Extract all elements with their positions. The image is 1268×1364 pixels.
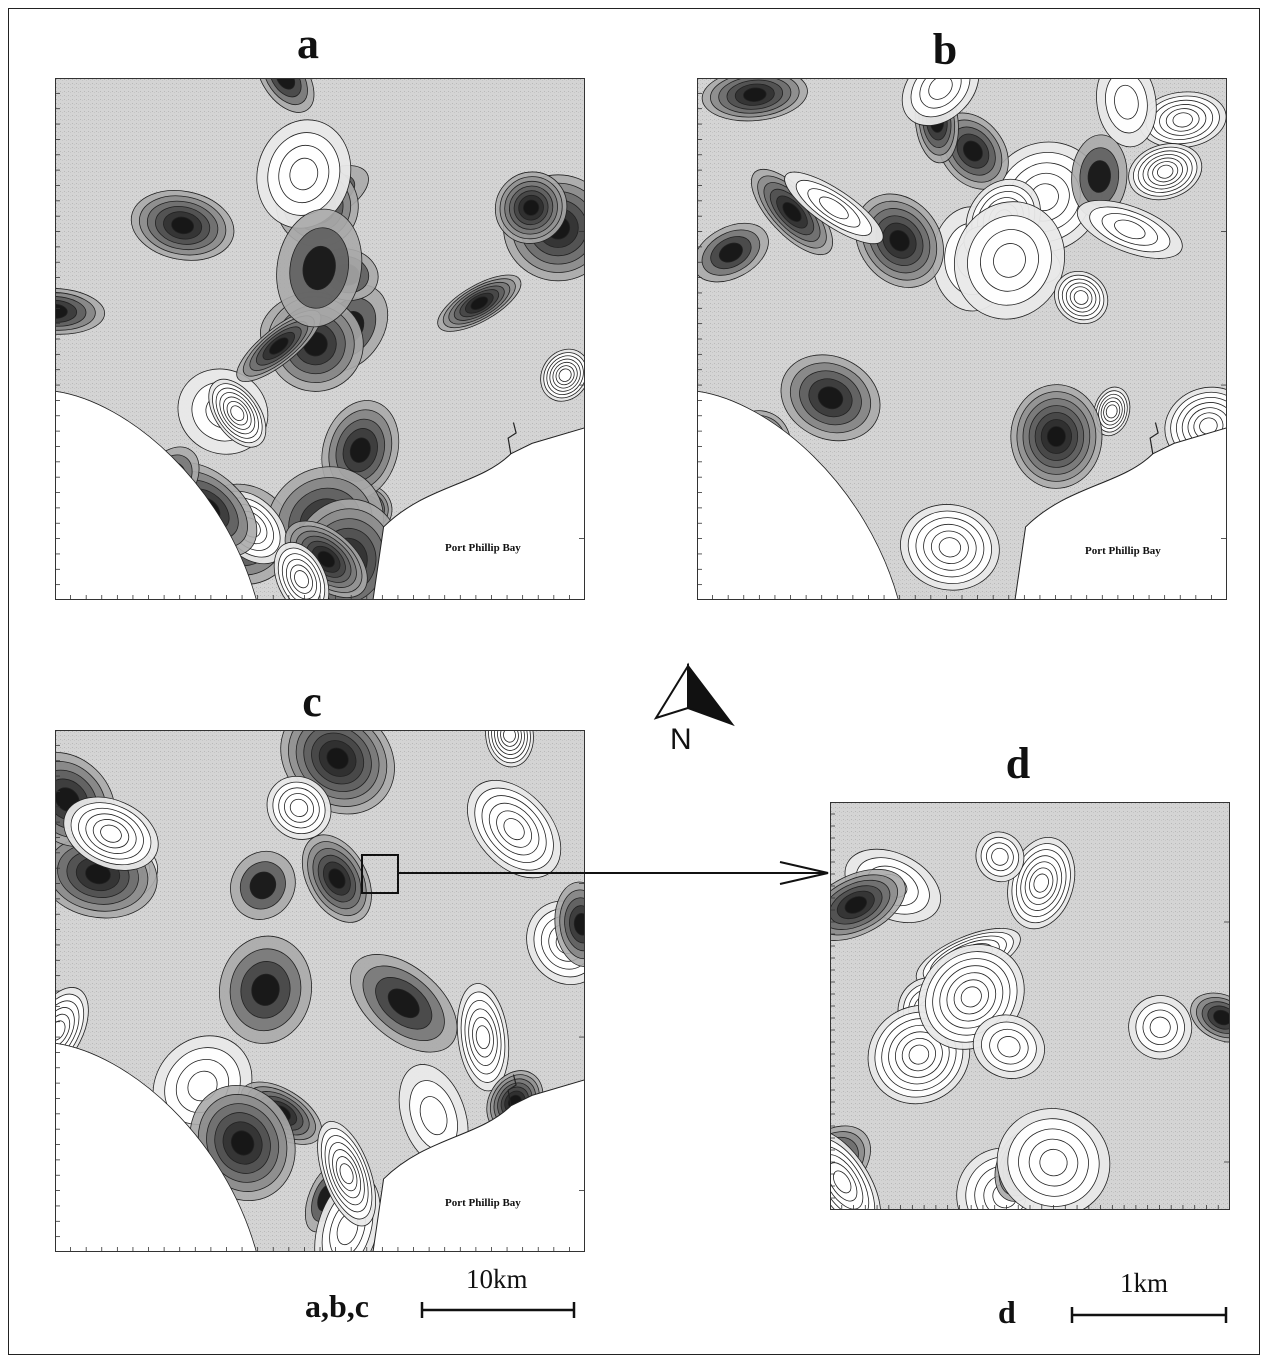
light-contour-cluster	[1128, 143, 1203, 201]
panel-b-label: b	[932, 25, 958, 74]
light-contour-cluster	[1076, 199, 1183, 259]
contour-map-d	[830, 802, 1230, 1210]
light-contour-cluster	[208, 378, 267, 448]
dark-contour-cluster	[130, 190, 235, 261]
river-mouth	[507, 1074, 517, 1106]
light-contour-cluster	[1138, 91, 1227, 149]
dark-contour-cluster	[1010, 384, 1103, 489]
light-contour-cluster	[901, 78, 980, 126]
dark-contour-cluster	[218, 935, 313, 1044]
port-phillip-bay-label-c: Port Phillip Bay	[445, 1197, 521, 1209]
bay-area	[372, 1079, 585, 1252]
panel-d-label: d	[1005, 739, 1031, 788]
light-contour-cluster	[256, 119, 352, 229]
dark-contour-cluster	[494, 171, 568, 244]
light-contour-cluster	[972, 1014, 1045, 1079]
sea-area	[55, 390, 257, 600]
river-mouth	[507, 422, 517, 454]
dark-contour-cluster	[236, 310, 322, 382]
north-arrow-right-half	[687, 663, 735, 727]
dark-contour-cluster	[1071, 134, 1128, 219]
light-contour-cluster	[1096, 78, 1157, 148]
scale-bar-10km	[420, 1302, 576, 1318]
light-contour-cluster	[830, 1129, 882, 1210]
dark-contour-cluster	[301, 834, 372, 923]
scale-distance-1km: 1km	[1120, 1268, 1169, 1298]
light-contour-cluster	[953, 201, 1066, 320]
light-contour-cluster	[784, 171, 884, 245]
map-frame-ticks	[697, 78, 1227, 600]
bay-area	[372, 427, 585, 600]
scale-bar-1km	[1070, 1307, 1228, 1323]
contour-map-b: Port Phillip Bay	[697, 78, 1227, 600]
light-contour-cluster	[1128, 995, 1193, 1060]
light-contour-cluster	[1093, 386, 1131, 437]
light-contour-cluster	[1007, 836, 1076, 930]
dark-contour-cluster	[276, 208, 363, 328]
dark-contour-cluster	[437, 274, 522, 332]
scale-distance-10km: 10km	[466, 1264, 528, 1294]
light-contour-cluster	[975, 831, 1025, 883]
light-contour-cluster	[63, 796, 159, 871]
dark-contour-cluster	[855, 193, 944, 288]
panel-a-label: a	[297, 19, 319, 68]
river-mouth	[1149, 422, 1159, 454]
contour-map-c: Port Phillip Bay	[55, 730, 585, 1252]
light-contour-cluster	[540, 348, 585, 402]
light-contour-cluster	[456, 983, 510, 1092]
map-frame-ticks	[55, 78, 585, 600]
sea-area	[697, 390, 899, 600]
light-contour-cluster	[996, 1108, 1111, 1210]
dark-contour-cluster	[750, 168, 834, 256]
dark-contour-cluster	[349, 954, 458, 1053]
north-label: N	[670, 723, 692, 756]
light-contour-cluster	[900, 504, 1000, 591]
north-arrow-left-half	[653, 662, 689, 720]
light-contour-cluster	[467, 779, 562, 879]
dark-contour-cluster	[230, 850, 296, 920]
dark-contour-cluster	[701, 78, 808, 122]
scale-panel-d: d	[998, 1294, 1016, 1330]
sea-area	[55, 1042, 257, 1252]
contour-map-a: Port Phillip Bay	[55, 78, 585, 600]
light-contour-cluster	[1054, 270, 1109, 325]
light-contour-cluster	[485, 730, 534, 768]
bay-area	[1014, 427, 1227, 600]
port-phillip-bay-label-b: Port Phillip Bay	[1085, 545, 1161, 557]
map-frame-ticks	[830, 802, 1230, 1210]
dark-contour-cluster	[780, 354, 881, 442]
port-phillip-bay-label-a: Port Phillip Bay	[445, 542, 521, 554]
dark-contour-cluster	[189, 1084, 296, 1202]
light-contour-cluster	[317, 1120, 377, 1227]
scale-panels-abc: a,b,c	[305, 1288, 369, 1324]
dark-contour-cluster	[697, 222, 769, 283]
dark-contour-cluster	[554, 881, 585, 967]
figure-border	[8, 8, 1260, 1355]
north-arrow: N	[653, 662, 735, 756]
light-contour-cluster	[273, 542, 330, 600]
light-contour-cluster	[266, 775, 332, 840]
map-frame-ticks	[55, 730, 585, 1252]
panel-c-label: c	[302, 677, 322, 726]
